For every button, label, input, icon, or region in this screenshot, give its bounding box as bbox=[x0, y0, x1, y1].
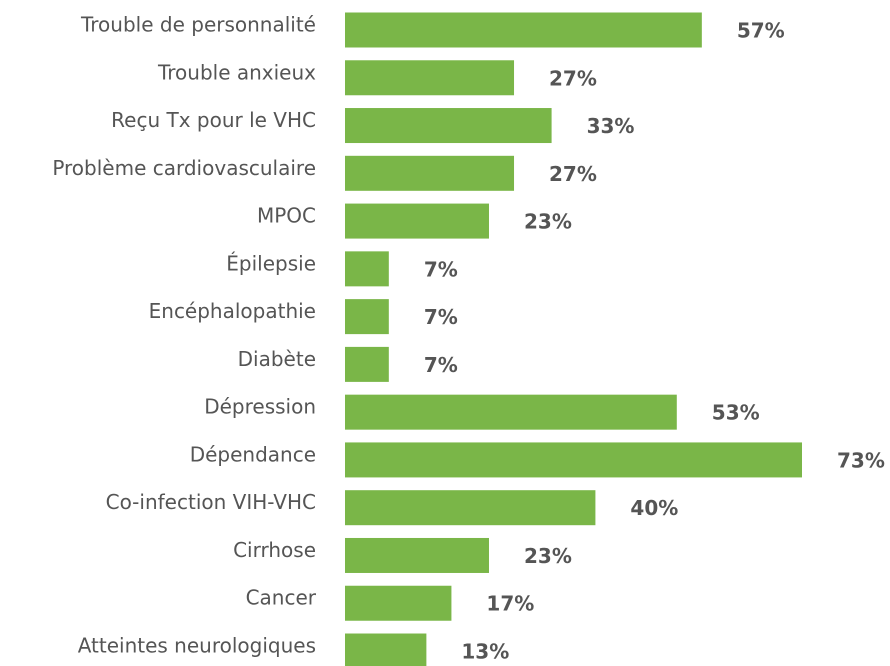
bar bbox=[345, 346, 389, 382]
category-label: Cirrhose bbox=[233, 538, 316, 562]
value-label: 17% bbox=[486, 592, 534, 616]
bar bbox=[345, 633, 427, 666]
category-label: Épilepsie bbox=[226, 251, 316, 275]
value-label: 13% bbox=[461, 640, 509, 664]
value-label: 73% bbox=[837, 448, 885, 472]
category-label: Diabète bbox=[238, 347, 316, 371]
bar bbox=[345, 299, 389, 335]
value-label: 57% bbox=[737, 19, 785, 43]
value-label: 53% bbox=[712, 401, 760, 425]
bar bbox=[345, 537, 489, 573]
category-label: Co-infection VIH-VHC bbox=[106, 490, 316, 514]
category-label: Reçu Tx pour le VHC bbox=[111, 108, 316, 132]
value-label: 23% bbox=[524, 210, 572, 234]
value-label: 7% bbox=[424, 353, 458, 377]
bar bbox=[345, 585, 452, 621]
category-label: Problème cardiovasculaire bbox=[52, 156, 316, 180]
category-label: Trouble de personnalité bbox=[80, 13, 316, 37]
bar bbox=[345, 251, 389, 287]
bar bbox=[345, 394, 677, 430]
bar bbox=[345, 12, 702, 48]
value-label: 7% bbox=[424, 305, 458, 329]
category-label: MPOC bbox=[257, 204, 316, 228]
bar bbox=[345, 108, 552, 144]
value-label: 23% bbox=[524, 544, 572, 568]
value-label: 27% bbox=[549, 162, 597, 186]
category-label: Atteintes neurologiques bbox=[78, 634, 316, 658]
category-label: Dépression bbox=[204, 395, 316, 419]
category-label: Dépendance bbox=[190, 442, 316, 466]
bar bbox=[345, 442, 802, 478]
category-label: Cancer bbox=[246, 586, 317, 610]
bar bbox=[345, 155, 515, 191]
category-label: Trouble anxieux bbox=[157, 60, 316, 84]
category-label: Encéphalopathie bbox=[149, 299, 316, 323]
value-label: 27% bbox=[549, 66, 597, 90]
value-label: 7% bbox=[424, 257, 458, 281]
value-label: 40% bbox=[630, 496, 678, 520]
bar bbox=[345, 60, 515, 96]
bar bbox=[345, 490, 596, 526]
value-label: 33% bbox=[587, 114, 635, 138]
bar bbox=[345, 203, 489, 239]
